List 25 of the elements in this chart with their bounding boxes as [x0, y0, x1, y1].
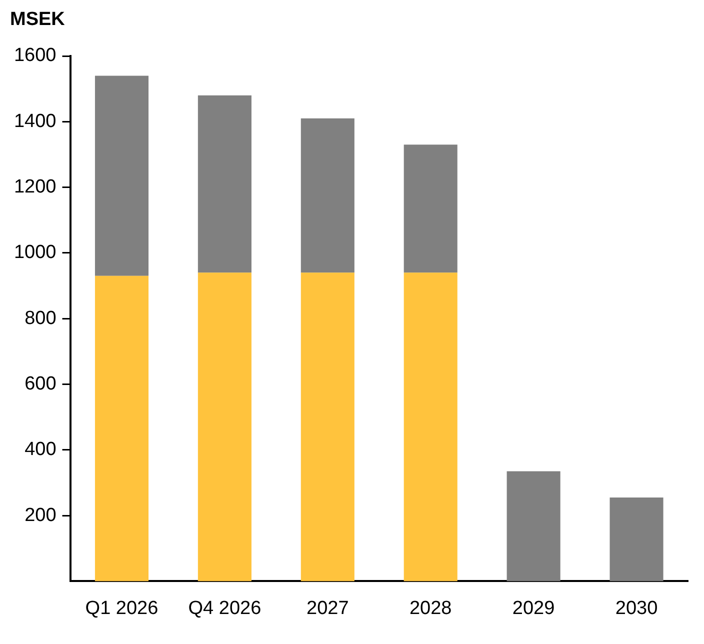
y-tick-label: 800	[24, 308, 56, 329]
bar	[404, 272, 458, 582]
y-axis-title: MSEK	[10, 9, 66, 30]
x-tick-label: 2027	[306, 598, 349, 619]
y-tick-label: 200	[24, 504, 56, 526]
y-tick-label: 400	[24, 439, 56, 460]
x-tick-label: Q1 2026	[85, 598, 158, 619]
bar	[198, 272, 252, 582]
x-tick-label: 2030	[615, 598, 658, 619]
bar	[506, 471, 560, 582]
bar	[610, 497, 664, 582]
bar	[94, 76, 149, 276]
y-tick-label: 600	[24, 373, 56, 394]
bar	[198, 95, 252, 273]
bar	[300, 272, 354, 582]
bar	[94, 276, 149, 582]
y-tick-label: 1400	[14, 110, 56, 132]
y-tick-label: 1200	[14, 176, 56, 198]
x-tick-label: 2028	[409, 598, 452, 619]
bar	[300, 118, 354, 273]
x-tick-label: Q4 2026	[188, 598, 262, 619]
y-tick-label: 1000	[14, 242, 56, 264]
x-tick-label: 2029	[512, 598, 555, 619]
bar	[404, 144, 458, 273]
y-tick-label: 1600	[14, 45, 56, 66]
